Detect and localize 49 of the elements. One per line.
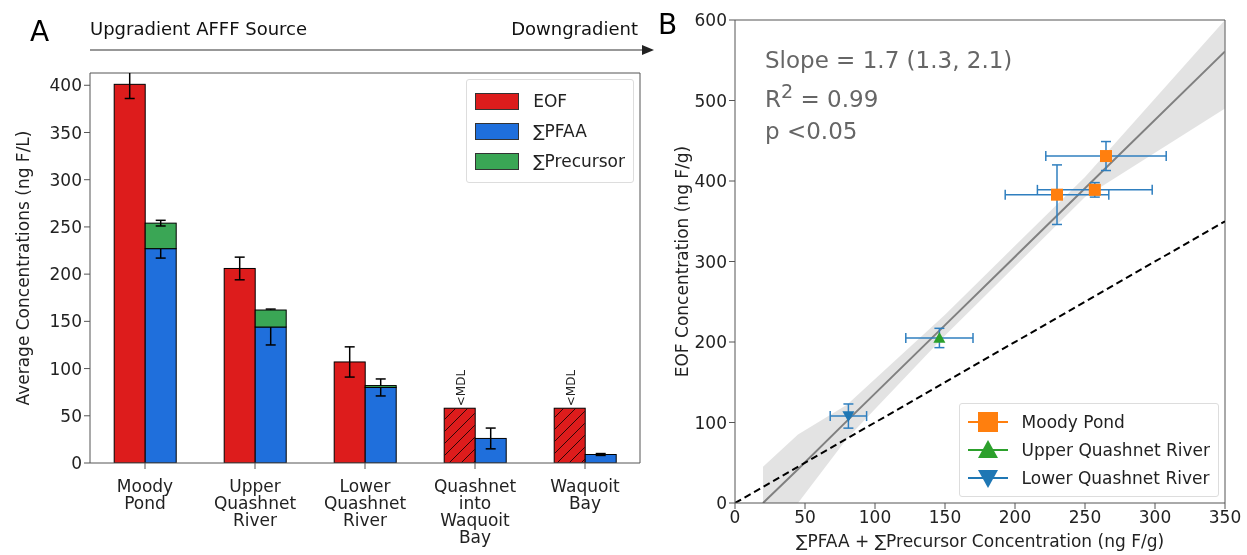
point [842, 411, 855, 423]
text: Downgradient [511, 18, 638, 39]
y-tick-label: 600 [694, 10, 727, 31]
x-tick-label: 0 [729, 507, 741, 528]
text: Upgradient AFFF Source [90, 18, 308, 39]
y-tick-label: 200 [694, 332, 727, 353]
x-tick-label: Upper Quashnet River [213, 476, 297, 531]
x-axis-title: ∑PFAA + ∑Precursor Concentration (ng F/g) [795, 531, 1165, 551]
y-axis-title: Average Concentrations (ng F/L) [13, 130, 34, 406]
legend-label: ∑Precursor [533, 151, 625, 171]
x-tick-label: 250 [1068, 507, 1102, 528]
x-tick-label: Moody Pond [116, 476, 174, 514]
x-tick-label: 50 [794, 507, 816, 528]
y-tick-label: 150 [49, 311, 82, 332]
y-tick-label: 200 [49, 264, 82, 285]
y-tick-label: 400 [49, 75, 82, 96]
y-tick-label: 0 [71, 453, 82, 474]
x-tick-label: 200 [998, 507, 1032, 528]
y-tick-label: 350 [49, 122, 82, 143]
annotation: <MDL [563, 369, 578, 407]
y-axis-title: EOF Concentration (ng F/g) [672, 145, 693, 378]
legend-label: EOF [533, 91, 568, 111]
x-tick-label: 350 [1208, 507, 1242, 528]
point [1100, 150, 1112, 163]
y-tick-label: 300 [49, 169, 82, 190]
chart-title: A [30, 15, 50, 48]
x-tick-label: Quashnet into Waquoit Bay [433, 476, 517, 548]
x-tick-label: 300 [1138, 507, 1172, 528]
point [933, 331, 946, 343]
y-tick-label: 400 [694, 171, 727, 192]
y-tick-label: 250 [49, 216, 82, 237]
y-tick-label: 50 [60, 405, 82, 426]
legend-label: Moody Pond [1021, 412, 1125, 432]
legend-label: ∑PFAA [533, 121, 587, 141]
annotation: R$^{2}$ = 0.99 [765, 79, 880, 114]
y-tick-label: 500 [694, 90, 727, 111]
chart-title: B [658, 8, 678, 41]
annotation: <MDL [453, 369, 468, 407]
annotation: Slope = 1.7 (1.3, 2.1) [765, 46, 1013, 75]
x-tick-label: 150 [928, 507, 962, 528]
y-tick-label: 100 [694, 412, 727, 433]
y-tick-label: 300 [694, 251, 727, 272]
annotation: p <0.05 [765, 116, 859, 146]
x-tick-label: Lower Quashnet River [323, 476, 407, 531]
y-tick-label: 100 [49, 358, 82, 379]
legend-label: Upper Quashnet River [1021, 440, 1210, 460]
x-tick-label: Waquoit Bay [550, 476, 621, 514]
x-tick-label: 100 [858, 507, 892, 528]
point [1051, 188, 1063, 201]
